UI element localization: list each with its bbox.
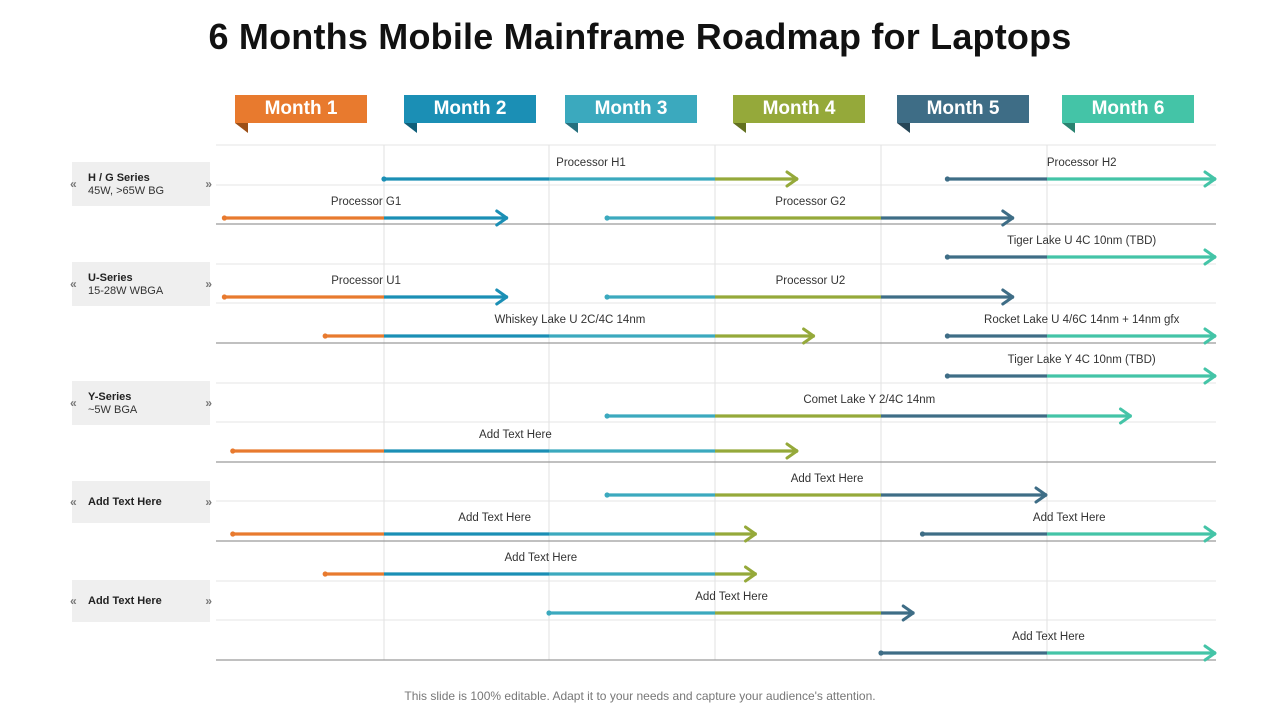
bar-start-dot: [221, 294, 227, 300]
bar-label: Add Text Here: [458, 512, 531, 524]
bar-start-dot: [546, 610, 552, 616]
bar-label: Processor U2: [775, 275, 846, 287]
bar-start-dot: [221, 215, 227, 221]
bar-label: Processor H2: [1046, 157, 1117, 169]
row-group-label: « Add Text Here »: [70, 580, 212, 622]
row-group-title: U-Series: [88, 271, 133, 284]
bar-start-dot: [604, 492, 610, 498]
bar-label: Whiskey Lake U 2C/4C 14nm: [494, 314, 646, 326]
row-group-title: Add Text Here: [88, 496, 162, 508]
page-title: 6 Months Mobile Mainframe Roadmap for La…: [208, 16, 1072, 57]
chevron-right-icon: »: [205, 396, 212, 410]
bar-arrowhead-icon: [1203, 248, 1217, 266]
month-header-2: Month 2: [404, 95, 536, 123]
row-group-label: « U-Series 15-28W WBGA »: [70, 262, 212, 306]
month-header-5: Month 5: [897, 95, 1029, 123]
bar-start-dot: [878, 650, 884, 656]
bar-arrowhead-icon: [495, 288, 509, 306]
row-group-label: « H / G Series 45W, >65W BG »: [70, 162, 212, 206]
bar-arrowhead-icon: [1203, 367, 1217, 385]
bar-start-dot: [944, 373, 951, 379]
bar-arrowhead-icon: [744, 565, 757, 583]
month-header-3: Month 3: [565, 95, 697, 123]
row-group-subtitle: 15-28W WBGA: [88, 284, 164, 297]
month-header-6: Month 6: [1062, 95, 1194, 123]
bar-label: Tiger Lake U 4C 10nm (TBD): [1007, 235, 1157, 247]
bar-arrowhead-icon: [1203, 327, 1217, 345]
bar-arrowhead-icon: [1119, 407, 1132, 425]
bar-label: Tiger Lake Y 4C 10nm (TBD): [1007, 354, 1156, 366]
chevron-right-icon: »: [205, 594, 212, 608]
bar-label: Add Text Here: [695, 591, 768, 603]
month-header-1: Month 1: [235, 95, 367, 123]
bar-label: Add Text Here: [479, 429, 552, 441]
month-header-fold: [235, 123, 248, 133]
chevron-right-icon: »: [205, 177, 212, 191]
row-group-title: Add Text Here: [88, 595, 162, 607]
bar-arrowhead-icon: [1203, 170, 1217, 188]
chevron-left-icon: «: [70, 495, 77, 509]
bar-start-dot: [604, 215, 610, 221]
bar-label: Processor G1: [330, 196, 402, 208]
month-header-fold: [733, 123, 746, 133]
bar-arrowhead-icon: [802, 327, 816, 345]
chevron-left-icon: «: [70, 177, 77, 191]
bar-start-dot: [944, 176, 951, 182]
month-header-fold: [1062, 123, 1075, 133]
bar-start-dot: [604, 294, 610, 300]
bar-start-dot: [944, 254, 951, 260]
row-group-label: « Add Text Here »: [70, 481, 212, 523]
chevron-left-icon: «: [70, 396, 77, 410]
row-group-subtitle: 45W, >65W BG: [88, 184, 165, 197]
bar-arrowhead-icon: [785, 442, 799, 460]
chevron-right-icon: »: [205, 277, 212, 291]
footer-note: This slide is 100% editable. Adapt it to…: [404, 689, 876, 703]
bar-arrowhead-icon: [1001, 209, 1015, 227]
bar-start-dot: [230, 448, 236, 454]
chevron-left-icon: «: [70, 594, 77, 608]
bar-arrowhead-icon: [1203, 644, 1217, 662]
bar-start-dot: [381, 176, 387, 182]
bar-arrowhead-icon: [1001, 288, 1015, 306]
month-header-fold: [897, 123, 910, 133]
bar-start-dot: [322, 333, 328, 339]
month-header-fold: [565, 123, 578, 133]
bar-arrowhead-icon: [1203, 525, 1217, 543]
bar-label: Rocket Lake U 4/6C 14nm + 14nm gfx: [984, 314, 1180, 326]
bar-label: Processor H1: [556, 157, 626, 169]
bar-label: Add Text Here: [1032, 512, 1106, 524]
row-group-title: H / G Series: [88, 171, 150, 184]
bar-arrowhead-icon: [1034, 486, 1048, 504]
bar-start-dot: [944, 333, 951, 339]
bar-start-dot: [230, 531, 236, 537]
bar-arrowhead-icon: [785, 170, 799, 188]
bar-label: Processor G2: [775, 196, 846, 208]
row-group-subtitle: ~5W BGA: [88, 403, 138, 416]
bar-arrowhead-icon: [901, 604, 915, 622]
chevron-left-icon: «: [70, 277, 77, 291]
bar-arrowhead-icon: [744, 525, 757, 543]
month-header-4: Month 4: [733, 95, 865, 123]
month-header-fold: [404, 123, 417, 133]
bar-start-dot: [322, 571, 328, 577]
bar-start-dot: [604, 413, 610, 419]
bar-start-dot: [919, 531, 926, 537]
chevron-right-icon: »: [205, 495, 212, 509]
bar-label: Add Text Here: [790, 473, 864, 485]
row-group-title: Y-Series: [88, 390, 132, 403]
bar-arrowhead-icon: [495, 209, 509, 227]
bar-label: Add Text Here: [504, 552, 578, 564]
bar-label: Processor U1: [331, 275, 401, 287]
bar-label: Comet Lake Y 2/4C 14nm: [803, 394, 936, 406]
bar-label: Add Text Here: [1012, 631, 1085, 643]
row-group-label: « Y-Series ~5W BGA »: [70, 381, 212, 425]
